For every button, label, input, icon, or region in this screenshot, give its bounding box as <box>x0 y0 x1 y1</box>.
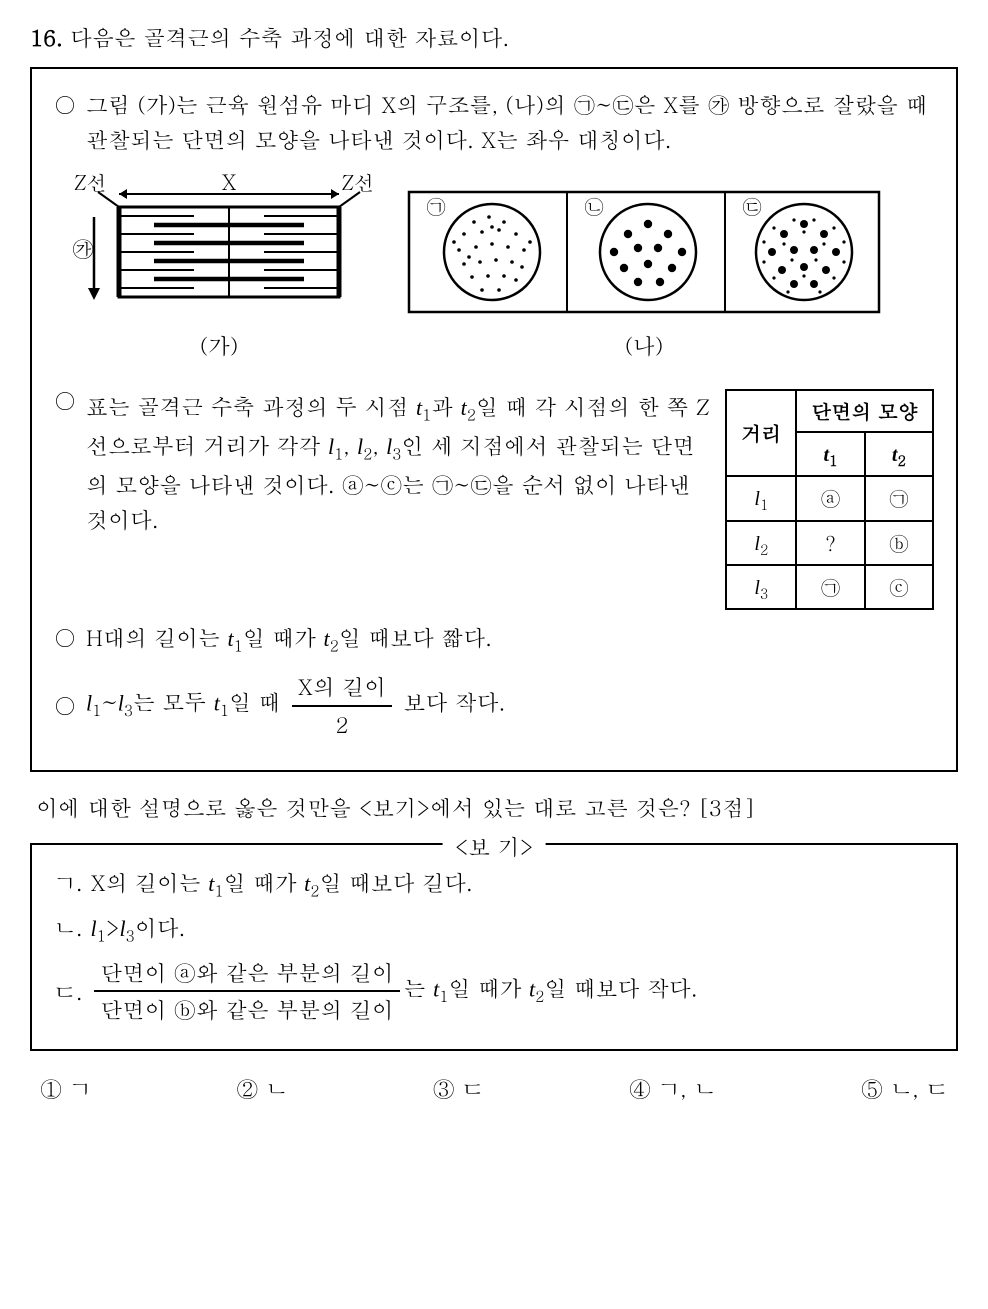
bullet-marker: ○ <box>54 383 76 611</box>
fraction-a-over-b: 단면이 ⓐ와 같은 부분의 길이 단면이 ⓑ와 같은 부분의 길이 <box>94 955 399 1027</box>
question-prompt: 다음은 골격근의 수축 과정에 대한 자료이다. <box>70 22 509 53</box>
th-t1: t1 <box>796 432 864 476</box>
bogi-box: <보 기> ㄱ. X의 길이는 t1일 때가 t2일 때보다 길다. ㄴ. l1… <box>30 843 958 1051</box>
th-shape: 단면의 모양 <box>796 390 933 432</box>
table-row: l1 ⓐ ㉠ <box>726 476 933 520</box>
th-distance: 거리 <box>726 390 796 476</box>
choice-5[interactable]: ⑤ ㄴ, ㄷ <box>861 1071 948 1106</box>
figure-ga-caption: (가) <box>54 328 384 363</box>
bullet-2-text: 표는 골격근 수축 과정의 두 시점 t1과 t2일 때 각 시점의 한 쪽 Z… <box>86 389 711 537</box>
table-row: l2 ? ⓑ <box>726 521 933 565</box>
bogi-item-g: ㄱ. X의 길이는 t1일 때가 t2일 때보다 길다. <box>54 865 934 904</box>
cell-l3: l3 <box>726 565 796 609</box>
figure-ga: Z선 X Z선 <box>54 172 384 363</box>
sarcomere-svg: Z선 X Z선 <box>54 172 384 322</box>
cell-r2c1: ? <box>796 521 864 565</box>
cross-section-table: 거리 단면의 모양 t1 t2 l1 ⓐ ㉠ l2 ? ⓑ <box>725 389 934 611</box>
fraction-x-over-2: X의 길이 2 <box>292 669 392 741</box>
bullet-2: ○ 표는 골격근 수축 과정의 두 시점 t1과 t2일 때 각 시점의 한 쪽… <box>54 383 934 611</box>
bogi-marker-n: ㄴ. <box>54 910 82 949</box>
cell-r3c1: ㉠ <box>796 565 864 609</box>
question-header: 16. 다음은 골격근의 수축 과정에 대한 자료이다. <box>30 20 958 55</box>
choice-1[interactable]: ① ㄱ <box>40 1071 91 1106</box>
bullet-4-text: l1~l3는 모두 t1일 때 X의 길이 2 보다 작다. <box>86 669 934 741</box>
bullet-marker: ○ <box>54 688 76 723</box>
cross-1-label: ㉠ <box>426 191 446 220</box>
cross-section-2 <box>600 204 696 300</box>
cell-r2c2: ⓑ <box>865 521 933 565</box>
question-number: 16. <box>30 22 63 53</box>
cell-r1c2: ㉠ <box>865 476 933 520</box>
question-box: ○ 그림 (가)는 근육 원섬유 마디 X의 구조를, (나)의 ㉠~㉢은 X를… <box>30 67 958 772</box>
choice-4[interactable]: ④ ㄱ, ㄴ <box>629 1071 716 1106</box>
choice-3[interactable]: ③ ㄷ <box>433 1071 484 1106</box>
bogi-d-text: 단면이 ⓐ와 같은 부분의 길이 단면이 ⓑ와 같은 부분의 길이 는 t1일 … <box>90 955 697 1027</box>
cross-3-label: ㉢ <box>742 191 762 220</box>
z-left-label: Z선 <box>74 172 107 196</box>
bullet-4: ○ l1~l3는 모두 t1일 때 X의 길이 2 보다 작다. <box>54 669 934 741</box>
cut-direction-label: ㉮ <box>72 233 94 264</box>
cross-2-label: ㉡ <box>584 191 604 220</box>
bogi-item-d: ㄷ. 단면이 ⓐ와 같은 부분의 길이 단면이 ⓑ와 같은 부분의 길이 는 t… <box>54 955 934 1027</box>
bullet-3-text: H대의 길이는 t1일 때가 t2일 때보다 짧다. <box>86 620 934 659</box>
cell-l1: l1 <box>726 476 796 520</box>
answer-choices: ① ㄱ ② ㄴ ③ ㄷ ④ ㄱ, ㄴ ⑤ ㄴ, ㄷ <box>30 1071 958 1106</box>
cross-sections-svg: ㉠ ㉡ ㉢ <box>404 172 884 322</box>
bullet-marker: ○ <box>54 620 76 659</box>
bogi-marker-d: ㄷ. <box>54 974 82 1009</box>
bullet-1: ○ 그림 (가)는 근육 원섬유 마디 X의 구조를, (나)의 ㉠~㉢은 X를… <box>54 87 934 157</box>
choice-2[interactable]: ② ㄴ <box>236 1071 287 1106</box>
bogi-marker-g: ㄱ. <box>54 865 82 904</box>
bullet-3: ○ H대의 길이는 t1일 때가 t2일 때보다 짧다. <box>54 620 934 659</box>
cell-l2: l2 <box>726 521 796 565</box>
cell-r1c1: ⓐ <box>796 476 864 520</box>
table-row: l3 ㉠ ⓒ <box>726 565 933 609</box>
bogi-n-text: l1>l3이다. <box>90 910 185 949</box>
th-t2: t2 <box>865 432 933 476</box>
figure-row: Z선 X Z선 <box>54 172 934 363</box>
bogi-item-n: ㄴ. l1>l3이다. <box>54 910 934 949</box>
bogi-label: <보 기> <box>443 829 546 864</box>
bullet-marker: ○ <box>54 87 76 157</box>
cross-section-1 <box>444 204 540 300</box>
bullet-1-text: 그림 (가)는 근육 원섬유 마디 X의 구조를, (나)의 ㉠~㉢은 X를 ㉮… <box>86 87 934 157</box>
cross-section-3 <box>756 204 852 300</box>
figure-na-caption: (나) <box>404 328 884 363</box>
cell-r3c2: ⓒ <box>865 565 933 609</box>
figure-na: ㉠ ㉡ ㉢ <box>404 172 884 363</box>
bogi-g-text: X의 길이는 t1일 때가 t2일 때보다 길다. <box>90 865 472 904</box>
question-instruction: 이에 대한 설명으로 옳은 것만을 <보기>에서 있는 대로 고른 것은? [3… <box>30 790 958 825</box>
